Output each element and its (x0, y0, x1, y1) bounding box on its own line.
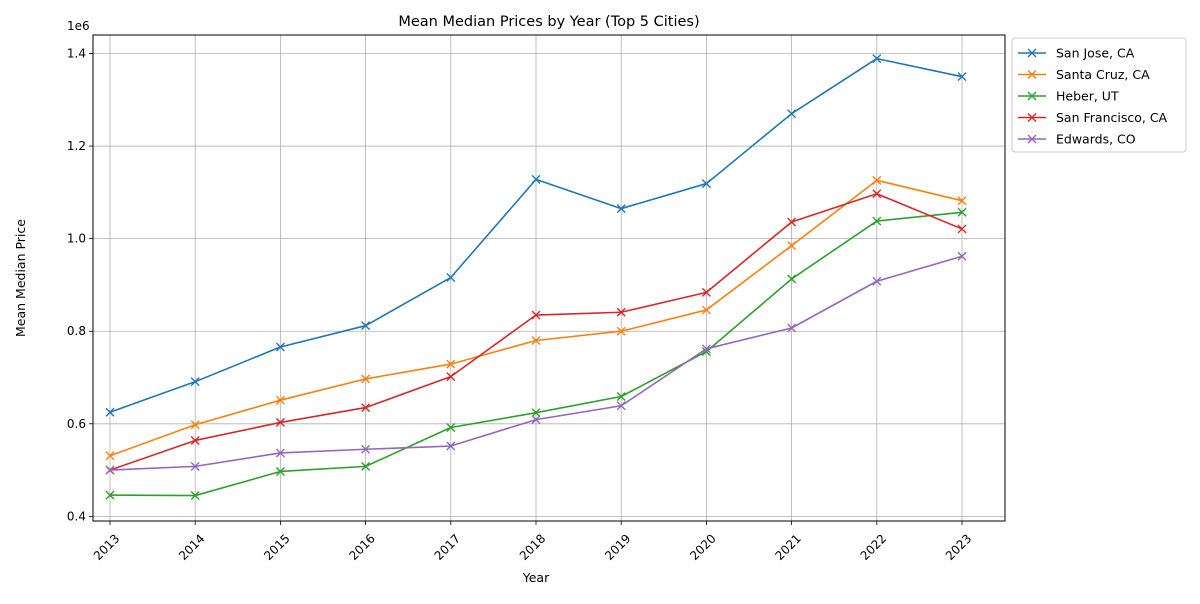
data-point (701, 344, 711, 354)
data-point (361, 374, 371, 384)
data-point (105, 407, 115, 417)
data-point (701, 179, 711, 189)
data-point (957, 251, 967, 261)
data-point (531, 335, 541, 345)
data-point (190, 461, 200, 471)
data-point (616, 326, 626, 336)
y-tick-label: 1.4 (67, 47, 86, 61)
legend-label: San Jose, CA (1056, 46, 1135, 61)
data-point (190, 491, 200, 501)
data-point (872, 216, 882, 226)
data-point (190, 377, 200, 387)
data-point (446, 359, 456, 369)
data-point (190, 435, 200, 445)
data-point (275, 342, 285, 352)
legend-entry: San Jose, CA (1018, 46, 1135, 61)
data-point (701, 305, 711, 315)
legend-entry: Heber, UT (1018, 89, 1119, 104)
data-point (446, 423, 456, 432)
legend-marker (1027, 70, 1037, 79)
legend-label: Heber, UT (1056, 89, 1119, 104)
data-point (701, 287, 711, 297)
data-point (531, 174, 541, 184)
data-point (616, 204, 626, 214)
y-tick-label: 0.4 (67, 509, 86, 523)
data-point (190, 420, 200, 430)
legend-entry: Santa Cruz, CA (1018, 67, 1150, 82)
legend: San Jose, CA Santa Cruz, CA Heber, UT San F… (1011, 37, 1187, 153)
series-0 (105, 54, 967, 417)
y-tick-label: 1.2 (67, 139, 86, 153)
data-point (616, 401, 626, 411)
plot-frame (92, 34, 1006, 522)
legend-marker (1027, 134, 1037, 144)
data-point (957, 224, 967, 234)
data-point (275, 395, 285, 405)
data-point (957, 196, 967, 206)
data-point (361, 321, 371, 331)
y-axis-multiplier: 1e6 (67, 19, 90, 33)
x-axis-label: Year (522, 570, 550, 585)
data-point (531, 408, 541, 418)
y-tick-label: 0.6 (67, 417, 86, 431)
data-point (787, 241, 797, 251)
data-point (275, 417, 285, 427)
legend-label: Santa Cruz, CA (1056, 67, 1150, 82)
legend-box (1011, 37, 1187, 153)
data-point (957, 207, 967, 217)
data-point (787, 109, 797, 119)
data-point (531, 310, 541, 320)
y-tick-label: 1.0 (67, 232, 86, 246)
data-point (531, 415, 541, 425)
data-point (446, 273, 456, 283)
series-2 (105, 207, 967, 501)
series-group (105, 54, 967, 501)
grid (93, 35, 1005, 521)
data-point (275, 466, 285, 476)
legend-entry: Edwards, CO (1018, 132, 1136, 147)
data-point (105, 451, 115, 461)
y-axis-label: Mean Median Price (13, 219, 28, 337)
data-point (361, 444, 371, 454)
data-point (446, 441, 456, 451)
data-point (787, 323, 797, 333)
legend-entry: San Francisco, CA (1018, 110, 1168, 125)
data-point (872, 175, 882, 185)
data-point (872, 54, 882, 64)
data-point (361, 461, 371, 471)
chart-title: Mean Median Prices by Year (Top 5 Cities… (398, 14, 699, 30)
data-point (872, 276, 882, 286)
data-point (787, 217, 797, 227)
data-point (105, 490, 115, 500)
data-point (616, 391, 626, 401)
legend-marker (1027, 91, 1037, 101)
series-4 (105, 251, 967, 475)
data-point (787, 274, 797, 284)
data-point (361, 403, 371, 413)
legend-marker (1027, 48, 1037, 58)
legend-label: San Francisco, CA (1056, 110, 1168, 125)
data-point (105, 465, 115, 475)
y-tick-label: 0.8 (67, 324, 86, 338)
series-1 (105, 175, 967, 461)
data-point (872, 189, 882, 199)
data-point (275, 448, 285, 458)
legend-label: Edwards, CO (1056, 132, 1136, 147)
data-point (616, 307, 626, 317)
data-point (957, 72, 967, 82)
data-point (446, 372, 456, 382)
legend-marker (1027, 113, 1037, 122)
